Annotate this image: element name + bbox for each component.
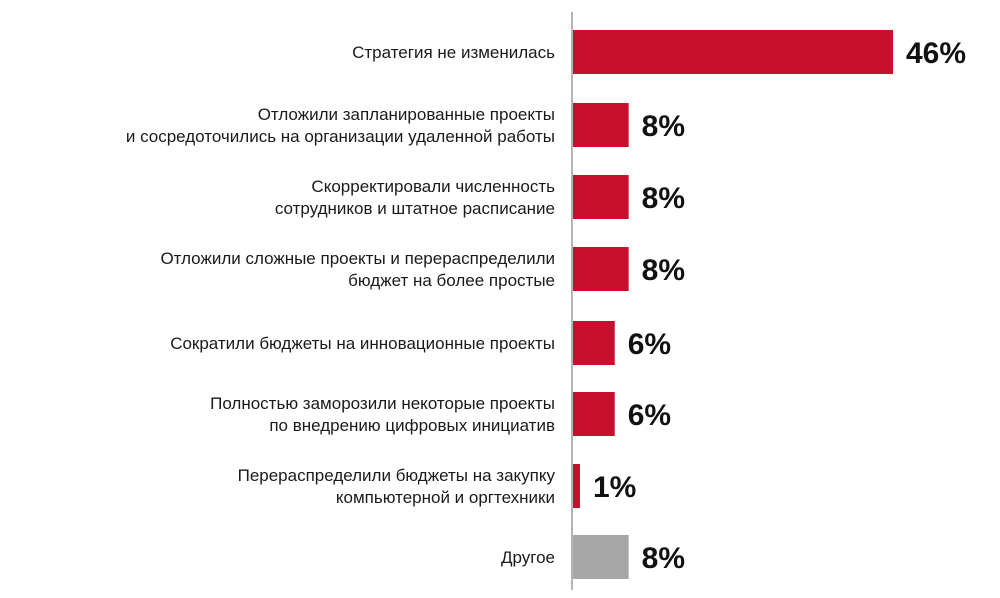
category-label-2-line-2: и сосредоточились на организации удаленн… bbox=[126, 127, 555, 146]
category-labels-layer: Стратегия не изменилась Отложили запланир… bbox=[126, 43, 556, 567]
bars-layer bbox=[573, 30, 893, 579]
category-label-7-line-1: Перераспределили бюджеты на закупку bbox=[238, 466, 556, 485]
category-label-6-line-1: Полностью заморозили некоторые проекты bbox=[210, 394, 555, 413]
category-label-6-line-2: по внедрению цифровых инициатив bbox=[269, 416, 555, 435]
value-label-7: 1% bbox=[593, 471, 636, 504]
category-label-8-line-1: Другое bbox=[501, 548, 555, 567]
bar-8 bbox=[573, 535, 629, 579]
category-label-3-line-1: Скорректировали численность bbox=[311, 177, 555, 196]
value-label-5: 6% bbox=[628, 328, 671, 361]
bar-2 bbox=[573, 103, 629, 147]
value-label-8: 8% bbox=[642, 542, 685, 575]
value-label-1: 46% bbox=[906, 37, 966, 70]
bar-5 bbox=[573, 321, 615, 365]
category-label-5-line-1: Сократили бюджеты на инновационные проек… bbox=[170, 334, 555, 353]
value-labels-layer: 46% 8% 8% 8% 6% 6% 1% 8% bbox=[593, 37, 966, 575]
category-label-4-line-2: бюджет на более простые bbox=[348, 271, 555, 290]
value-label-2: 8% bbox=[642, 110, 685, 143]
category-label-1-line-1: Стратегия не изменилась bbox=[352, 43, 555, 62]
category-label-3-line-2: сотрудников и штатное расписание bbox=[275, 199, 555, 218]
bar-3 bbox=[573, 175, 629, 219]
bar-1 bbox=[573, 30, 893, 74]
category-label-7-line-2: компьютерной и оргтехники bbox=[336, 488, 555, 507]
bar-6 bbox=[573, 392, 615, 436]
value-label-4: 8% bbox=[642, 254, 685, 287]
category-label-2-line-1: Отложили запланированные проекты bbox=[258, 105, 555, 124]
value-label-6: 6% bbox=[628, 399, 671, 432]
bar-7 bbox=[573, 464, 580, 508]
value-label-3: 8% bbox=[642, 182, 685, 215]
category-label-4-line-1: Отложили сложные проекты и перераспредел… bbox=[160, 249, 555, 268]
bar-4 bbox=[573, 247, 629, 291]
